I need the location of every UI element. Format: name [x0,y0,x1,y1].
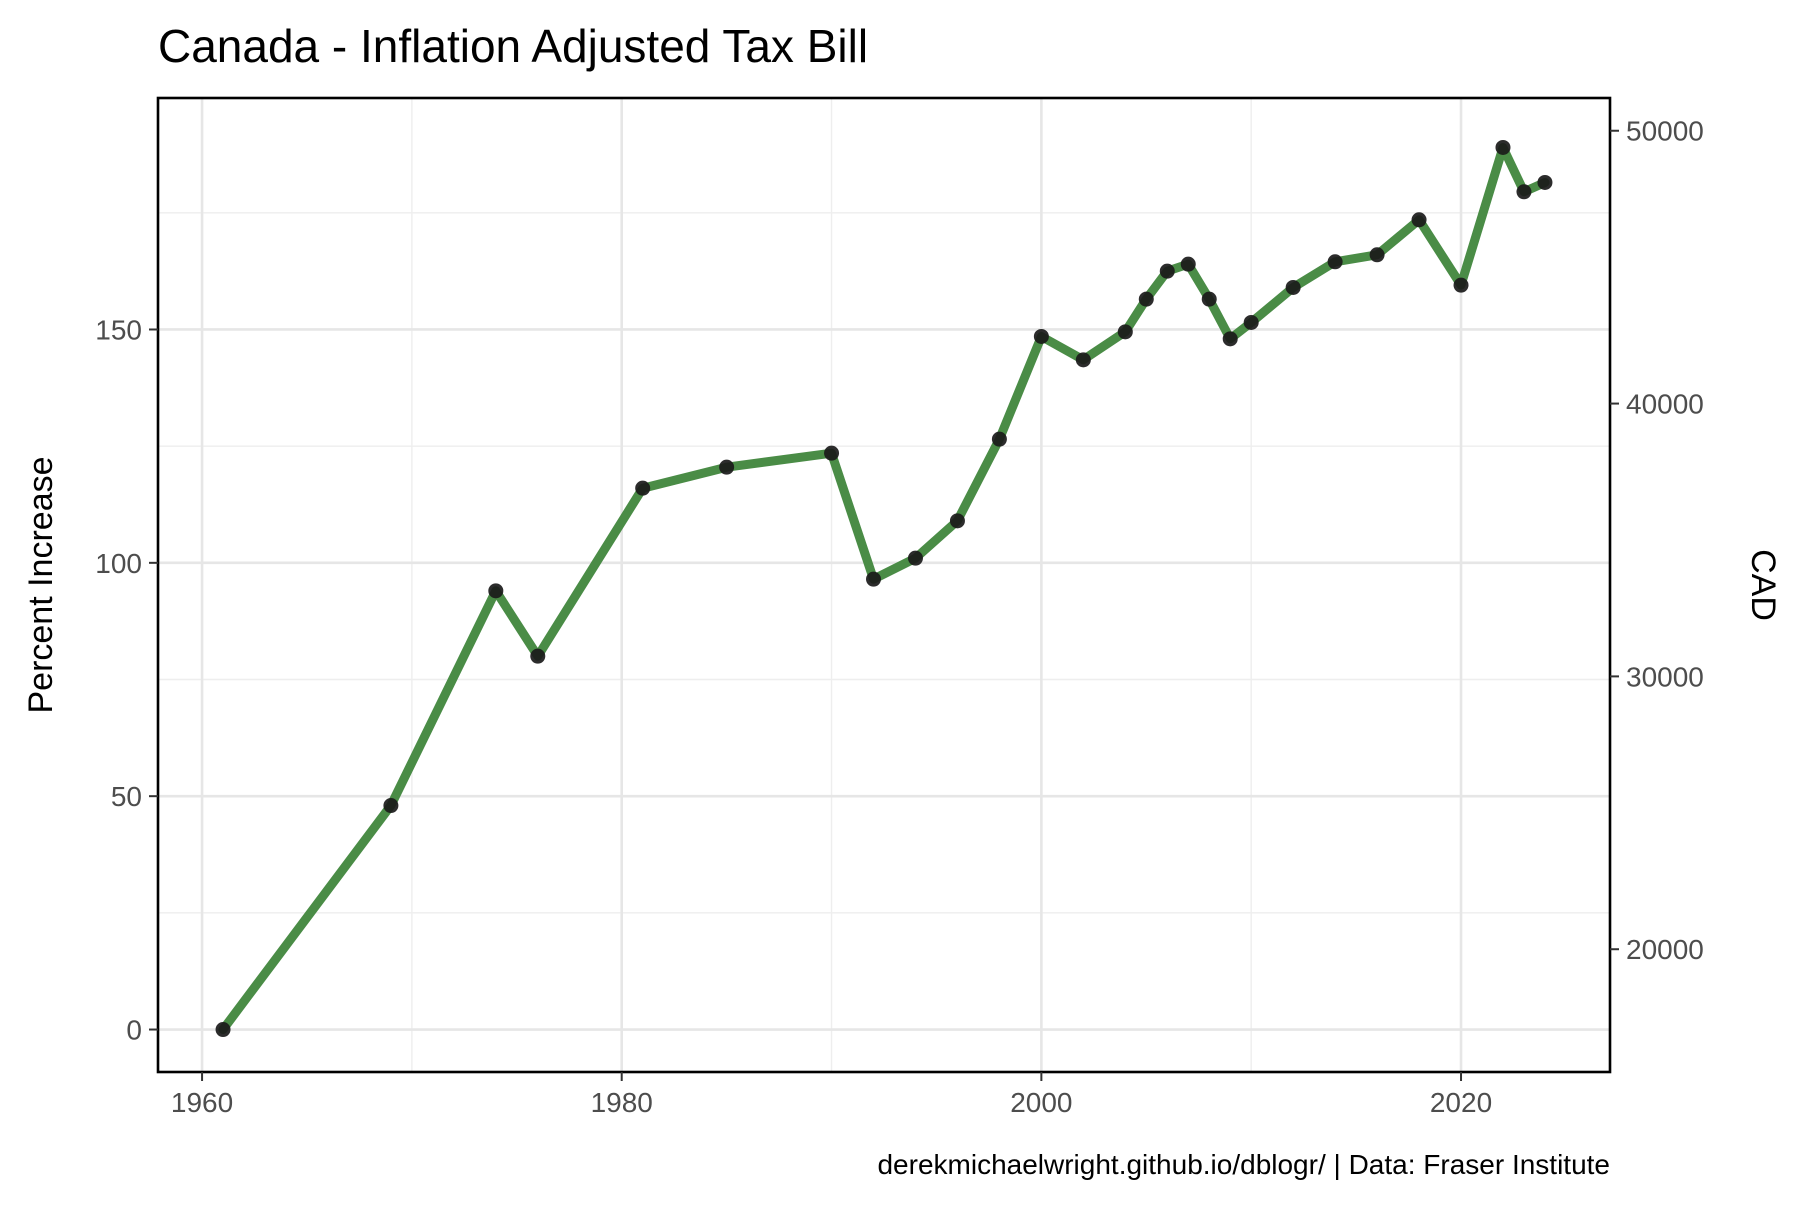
data-point [1075,352,1091,368]
data-point [1495,139,1511,155]
data-point [1222,331,1238,347]
data-point [866,571,882,587]
data-point [991,431,1007,447]
data-point [907,550,923,566]
data-point [1327,254,1343,270]
data-point [824,445,840,461]
data-point [1285,279,1301,295]
y2-tick-label: 50000 [1626,116,1704,147]
grid [158,98,1610,1072]
data-point [949,513,965,529]
plot-panel-border [156,96,1612,1074]
x-tick-label: 2000 [1010,1087,1072,1118]
data-point [1033,328,1049,344]
data-point [719,459,735,475]
y2-tick-label: 30000 [1626,661,1704,692]
x-tick-label: 2020 [1430,1087,1492,1118]
data-point [215,1022,231,1038]
x-axis: 1960 1980 2000 2020 [171,1072,1492,1118]
data-point [1138,291,1154,307]
data-point [635,480,651,496]
data-point [1516,184,1532,200]
y-axis-title: Percent Increase [22,456,60,713]
data-point [1180,256,1196,272]
x-tick-label: 1980 [591,1087,653,1118]
data-point [1243,314,1259,330]
y2-tick-label: 40000 [1626,389,1704,420]
data-point [1117,324,1133,340]
x-tick-label: 1960 [171,1087,233,1118]
chart-title: Canada - Inflation Adjusted Tax Bill [158,20,868,72]
data-points [215,139,1553,1038]
y-tick-label: 50 [111,781,142,812]
y2-tick-label: 20000 [1626,934,1704,965]
data-point [1453,277,1469,293]
data-point [1411,212,1427,228]
data-point [488,583,504,599]
y-axis-right: 20000 30000 40000 50000 [1610,116,1704,965]
y-tick-label: 0 [126,1015,142,1046]
data-point [530,648,546,664]
data-point [1537,174,1553,190]
series-line-layer [218,143,1550,1034]
y-tick-label: 150 [95,314,142,345]
chart-caption: derekmichaelwright.github.io/dblogr/ | D… [877,1149,1610,1180]
series-line [218,143,1550,1034]
y2-axis-title: CAD [1744,549,1782,621]
data-point [1201,291,1217,307]
data-point [1369,247,1385,263]
y-axis-left: 0 50 100 150 [95,314,158,1046]
y-tick-label: 100 [95,548,142,579]
data-point [383,798,399,814]
data-point [1159,263,1175,279]
